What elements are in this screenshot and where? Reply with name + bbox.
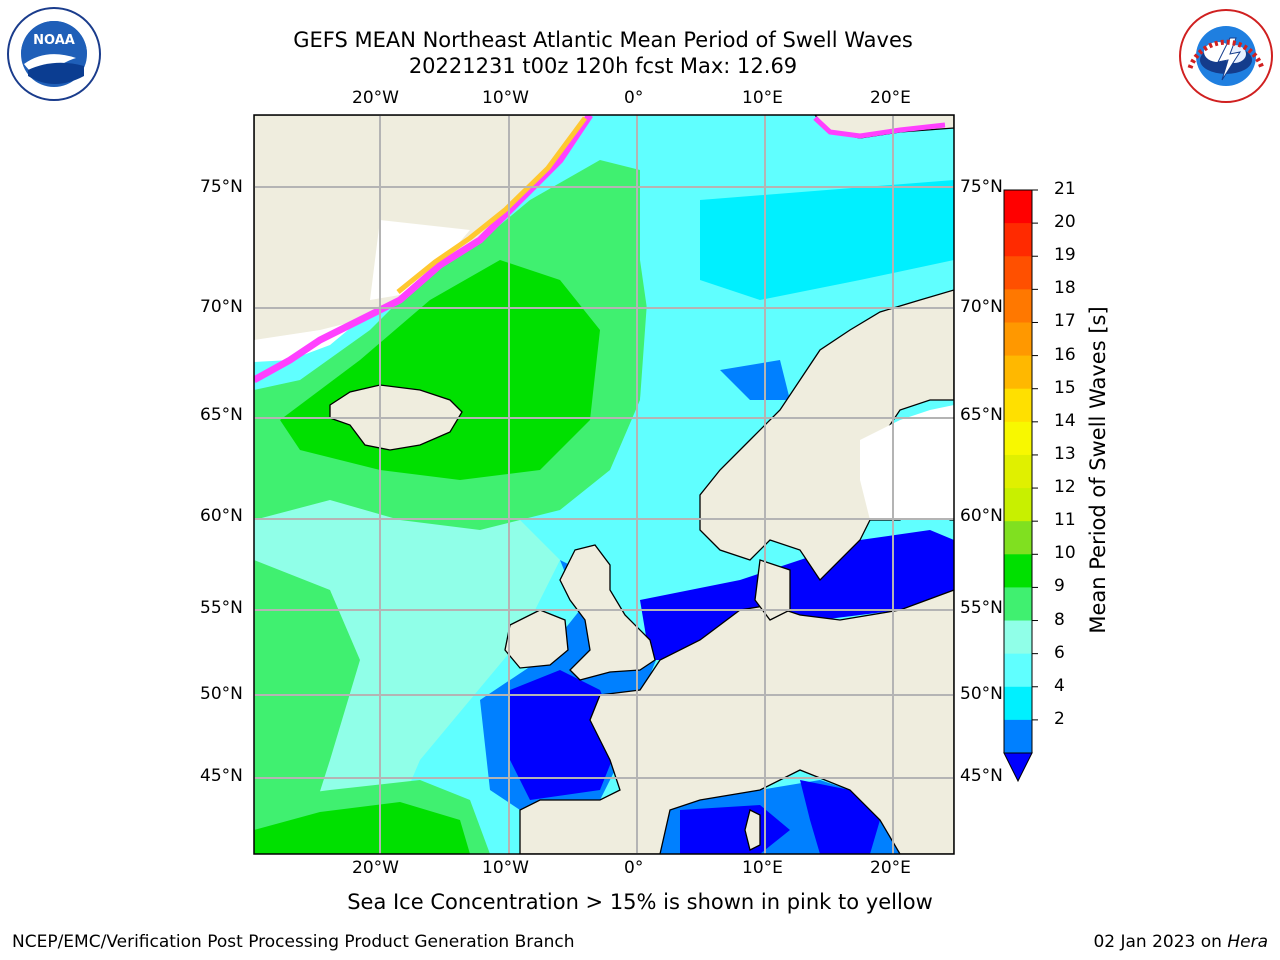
lat-label-left-75n: 75°N bbox=[200, 177, 243, 197]
land-masses bbox=[254, 115, 954, 854]
colorbar-tick-label: 8 bbox=[1054, 609, 1065, 630]
colorbar-tick-label: 9 bbox=[1054, 576, 1065, 597]
colorbar-segment bbox=[1004, 554, 1032, 588]
corsica-sardinia bbox=[744, 809, 761, 851]
lon-label-bottom-10w: 10°W bbox=[482, 858, 529, 878]
colorbar-title: Mean Period of Swell Waves [s] bbox=[1086, 306, 1110, 634]
lon-label-bottom-20e: 20°E bbox=[870, 858, 911, 878]
colorbar-segment bbox=[1004, 223, 1032, 257]
colorbar-tick-label: 6 bbox=[1054, 642, 1065, 663]
sea-ice-note: Sea Ice Concentration > 15% is shown in … bbox=[347, 890, 933, 914]
colorbar-segment bbox=[1004, 289, 1032, 323]
colorbar-tick-label: 18 bbox=[1054, 278, 1076, 299]
colorbar-segment bbox=[1004, 322, 1032, 357]
colorbar-segment bbox=[1004, 190, 1032, 224]
lat-label-right-50n: 50°N bbox=[960, 684, 1003, 704]
lon-label-bottom-10e: 10°E bbox=[742, 858, 783, 878]
swell-band-green-sw bbox=[254, 560, 360, 854]
colorbar-tick-label: 11 bbox=[1054, 510, 1076, 531]
footer-host: Hera bbox=[1227, 932, 1268, 952]
colorbar-segment bbox=[1004, 388, 1032, 423]
colorbar-segment bbox=[1004, 355, 1032, 390]
map-subtitle: 20221231 t00z 120h fcst Max: 12.69 bbox=[408, 54, 798, 78]
nws-logo bbox=[1178, 8, 1274, 104]
colorbar-segment bbox=[1004, 653, 1032, 688]
lat-label-left-70n: 70°N bbox=[200, 297, 243, 317]
noaa-logo: NOAA bbox=[6, 6, 102, 102]
colorbar-tick-label: 14 bbox=[1054, 410, 1076, 431]
lon-label-top-20e: 20°E bbox=[870, 88, 911, 108]
lat-label-left-55n: 55°N bbox=[200, 598, 243, 618]
colorbar-underflow-arrow bbox=[1003, 752, 1033, 783]
colorbar-tick-label: 10 bbox=[1054, 543, 1076, 564]
ireland bbox=[504, 609, 569, 669]
lat-label-left-45n: 45°N bbox=[200, 766, 243, 786]
colorbar-segment bbox=[1004, 686, 1032, 721]
colorbar-segment bbox=[1004, 454, 1032, 489]
lat-label-left-50n: 50°N bbox=[200, 684, 243, 704]
lon-label-bottom-20w: 20°W bbox=[352, 858, 399, 878]
footer-date: 02 Jan 2023 on Hera bbox=[1093, 932, 1268, 952]
colorbar-tick-label: 4 bbox=[1054, 675, 1065, 696]
colorbar-segment bbox=[1004, 719, 1032, 754]
noaa-logo-text: NOAA bbox=[33, 33, 75, 48]
sea-ice-edge bbox=[254, 115, 593, 384]
lat-label-left-65n: 65°N bbox=[200, 405, 243, 425]
colorbar-tick-label: 17 bbox=[1054, 311, 1076, 332]
lat-label-right-60n: 60°N bbox=[960, 506, 1003, 526]
colorbar-segment bbox=[1004, 620, 1032, 655]
lon-label-top-20w: 20°W bbox=[352, 88, 399, 108]
colorbar-tick-label: 2 bbox=[1054, 708, 1065, 729]
lat-label-right-65n: 65°N bbox=[960, 405, 1003, 425]
swell-band-cyan bbox=[700, 180, 954, 300]
colorbar-segment bbox=[1004, 488, 1032, 522]
map-frame bbox=[253, 114, 955, 855]
colorbar-tick-label: 12 bbox=[1054, 477, 1076, 498]
denmark bbox=[754, 559, 791, 621]
colorbar-segment bbox=[1004, 256, 1032, 290]
lat-label-right-55n: 55°N bbox=[960, 598, 1003, 618]
colorbar-segment bbox=[1004, 587, 1032, 622]
footer-credit: NCEP/EMC/Verification Post Processing Pr… bbox=[12, 932, 575, 952]
lon-label-top-10w: 10°W bbox=[482, 88, 529, 108]
lat-label-right-75n: 75°N bbox=[960, 177, 1003, 197]
colorbar-segment bbox=[1004, 521, 1032, 555]
colorbar-tick-label: 15 bbox=[1054, 377, 1076, 398]
colorbar-tick-label: 16 bbox=[1054, 344, 1076, 365]
swell-band-darkblue bbox=[510, 670, 620, 800]
colorbar-frame bbox=[1003, 189, 1033, 754]
gulf-of-bothnia bbox=[860, 405, 954, 520]
footer-date-text: 02 Jan 2023 on bbox=[1093, 932, 1228, 952]
lat-label-left-60n: 60°N bbox=[200, 506, 243, 526]
lon-label-bottom-0: 0° bbox=[624, 858, 644, 878]
map-title: GEFS MEAN Northeast Atlantic Mean Period… bbox=[293, 28, 913, 52]
lat-label-right-45n: 45°N bbox=[960, 766, 1003, 786]
colorbar-tick-label: 20 bbox=[1054, 212, 1076, 233]
colorbar bbox=[1003, 189, 1038, 783]
colorbar-tick-label: 21 bbox=[1054, 179, 1076, 199]
colorbar-tick-label: 19 bbox=[1054, 245, 1076, 266]
colorbar-segment bbox=[1004, 421, 1032, 456]
lat-label-right-70n: 70°N bbox=[960, 297, 1003, 317]
graticule bbox=[254, 115, 954, 854]
lon-label-top-10e: 10°E bbox=[742, 88, 783, 108]
lon-label-top-0: 0° bbox=[624, 88, 644, 108]
colorbar-tick-label: 13 bbox=[1054, 443, 1076, 464]
greenland-ice-white bbox=[370, 220, 470, 300]
